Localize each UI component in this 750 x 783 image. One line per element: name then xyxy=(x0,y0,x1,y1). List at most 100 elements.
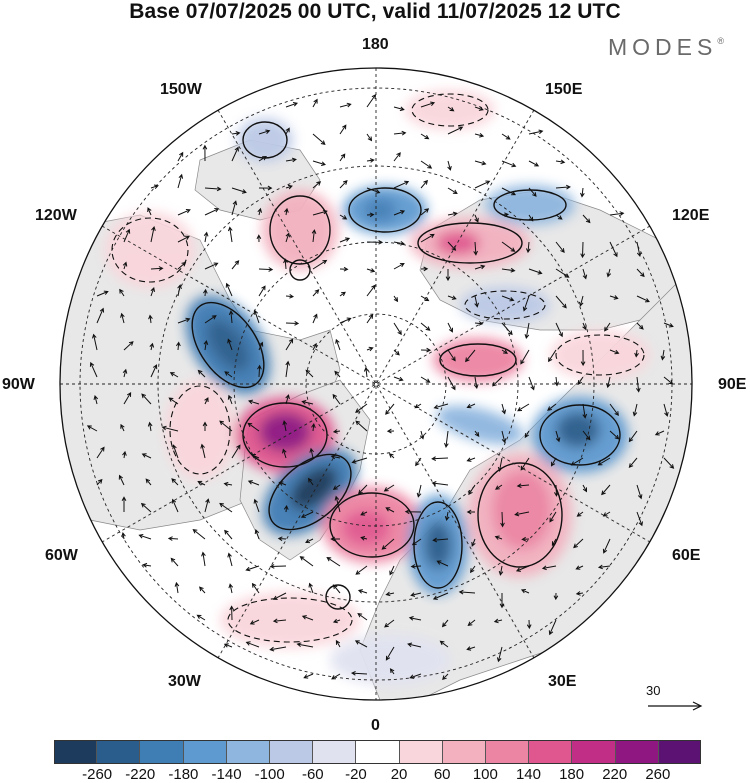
wind-arrow xyxy=(141,453,152,459)
wind-arrow xyxy=(283,504,289,513)
colorbar-tick-label: 180 xyxy=(559,766,585,783)
wind-arrow xyxy=(285,394,290,405)
wind-arrow xyxy=(577,376,584,385)
colorbar-tick-label: -60 xyxy=(301,766,324,783)
anomaly-neg-kara xyxy=(436,405,524,445)
colorbar-tick-label: -260 xyxy=(82,766,113,783)
wind-arrow xyxy=(231,260,240,270)
wind-arrow xyxy=(140,502,152,513)
wind-arrow xyxy=(431,481,449,486)
wind-arrow xyxy=(474,180,491,189)
wind-arrow xyxy=(609,349,620,355)
wind-arrow xyxy=(245,565,260,572)
wind-arrow xyxy=(553,484,559,497)
wind-arrow xyxy=(339,153,346,162)
colorbar-swatch xyxy=(313,740,357,764)
wind-arrow xyxy=(541,565,557,571)
colorbar-tick-labels: -260 -220 -180 -140 -100 -60 -20 20 60 100 140 180 2… xyxy=(0,766,750,783)
wind-arrow xyxy=(393,262,405,270)
wind-arrow xyxy=(473,376,479,390)
wind-arrow xyxy=(602,538,611,554)
wind-arrow xyxy=(86,425,98,432)
wind-arrow xyxy=(609,295,619,300)
wind-arrow xyxy=(393,322,402,336)
wind-arrow xyxy=(272,592,287,600)
wind-arrow xyxy=(447,322,453,333)
colorbar-tick-label: 260 xyxy=(645,766,671,783)
wind-arrow xyxy=(606,268,612,278)
wind-arrow xyxy=(388,453,395,459)
wind-arrow xyxy=(366,212,375,218)
wind-arrow xyxy=(202,144,208,162)
wind-arrow xyxy=(177,173,184,189)
wind-arrow xyxy=(332,484,341,490)
wind-arrow xyxy=(549,511,557,523)
wind-arrow xyxy=(384,619,395,628)
wind-arrow xyxy=(499,593,505,609)
wind-arrow xyxy=(420,160,433,169)
wind-arrow xyxy=(150,225,156,243)
anomaly-pos-alaska xyxy=(262,190,338,270)
wind-arrow xyxy=(474,321,484,326)
wind-arrow xyxy=(385,403,395,415)
wind-arrow xyxy=(628,430,638,443)
wind-arrow xyxy=(576,511,584,517)
wind-arrow xyxy=(301,615,314,621)
wind-arrow xyxy=(501,267,516,273)
wind-arrow xyxy=(339,317,352,324)
wind-arrow xyxy=(528,376,535,391)
wind-arrow xyxy=(555,214,563,220)
wind-arrow xyxy=(227,338,233,351)
wind-arrow xyxy=(551,538,557,547)
wind-arrow xyxy=(466,646,476,651)
wind-arrow xyxy=(393,210,406,216)
wind-arrow xyxy=(433,403,449,410)
wind-arrow xyxy=(204,397,209,405)
wind-arrow xyxy=(253,309,260,324)
wind-arrow xyxy=(500,511,505,528)
map-boundary xyxy=(59,67,693,701)
wind-arrow xyxy=(224,529,233,540)
wind-arrow xyxy=(468,484,476,496)
wind-arrow xyxy=(351,457,368,464)
wind-arrow xyxy=(660,349,666,361)
wind-arrow xyxy=(520,349,530,365)
colorbar-swatch xyxy=(54,740,98,764)
wind-arrow xyxy=(420,233,435,243)
wind-arrow xyxy=(420,376,431,383)
colorbar-tick-label: 20 xyxy=(390,766,408,783)
wind-arrow xyxy=(231,200,238,216)
wind-arrow xyxy=(278,481,287,486)
wind-arrow xyxy=(192,528,206,540)
wind-arrow xyxy=(269,646,287,652)
wind-arrow xyxy=(296,642,314,648)
wind-arrow xyxy=(447,187,458,194)
wind-arrow xyxy=(609,211,625,216)
wind-arrow xyxy=(277,536,287,542)
brand-logo: MODES® xyxy=(608,34,724,60)
colorbar-tick-label: 140 xyxy=(515,766,541,783)
wind-arrow xyxy=(145,478,152,486)
wind-arrow xyxy=(285,320,300,326)
wind-arrow xyxy=(474,160,487,166)
wind-arrow xyxy=(408,616,422,621)
wind-arrow xyxy=(441,619,449,628)
colorbar-swatch xyxy=(658,740,702,764)
wind-arrow xyxy=(331,673,341,680)
wind-arrow xyxy=(632,403,638,417)
wind-arrow xyxy=(528,129,544,135)
colorbar-swatch xyxy=(486,740,530,764)
wind-arrow xyxy=(150,184,159,189)
wind-arrow xyxy=(258,185,273,191)
wind-arrow xyxy=(138,534,152,540)
lon-label-120w: 120W xyxy=(35,207,77,224)
wind-arrow xyxy=(447,126,464,135)
wind-arrow xyxy=(447,295,457,300)
wind-arrow xyxy=(635,376,641,393)
wind-arrow xyxy=(415,457,422,467)
wind-arrow xyxy=(501,133,511,140)
wind-arrow xyxy=(254,529,260,540)
colorbar-swatch xyxy=(270,740,314,764)
wind-arrow xyxy=(311,423,316,432)
wind-arrow xyxy=(330,536,340,542)
